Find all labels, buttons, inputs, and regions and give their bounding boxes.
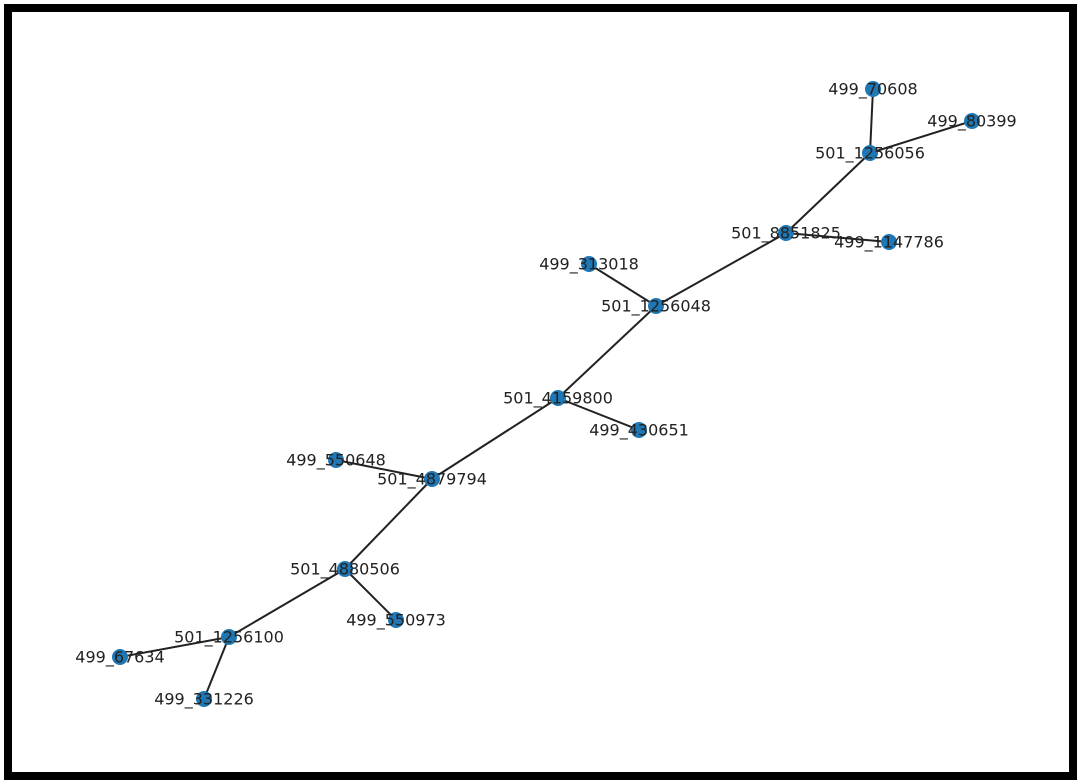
edge-501_8851825-499_1147786 (785, 232, 890, 243)
edge-501_4879794-501_4880506 (344, 478, 433, 570)
node-label-499_313018: 499_313018 (539, 255, 639, 275)
node-501_8851825 (778, 225, 794, 241)
node-501_1256056 (862, 145, 878, 161)
node-499_1147786 (881, 234, 897, 250)
node-499_430651 (631, 422, 647, 438)
node-501_4159800 (550, 390, 566, 406)
node-499_331226 (196, 691, 212, 707)
node-499_550973 (388, 612, 404, 628)
edge-501_8851825-501_1256048 (655, 232, 787, 307)
node-499_550648 (328, 452, 344, 468)
edge-501_1256100-499_331226 (203, 636, 230, 700)
edge-501_4880506-501_1256100 (228, 568, 346, 638)
node-label-499_430651: 499_430651 (589, 421, 689, 441)
node-label-499_550973: 499_550973 (346, 611, 446, 631)
edge-499_80399-501_1256056 (869, 120, 973, 154)
node-label-501_1256100: 501_1256100 (174, 628, 284, 648)
node-501_1256048 (648, 298, 664, 314)
node-499_313018 (581, 256, 597, 272)
node-label-499_1147786: 499_1147786 (834, 233, 944, 253)
node-501_4879794 (424, 471, 440, 487)
edge-501_1256056-501_8851825 (785, 152, 871, 234)
edge-499_550648-501_4879794 (335, 459, 433, 480)
edge-501_4880506-499_550973 (344, 568, 397, 621)
node-label-501_4159800: 501_4159800 (503, 389, 613, 409)
edge-501_1256048-501_4159800 (557, 305, 657, 399)
node-499_80399 (964, 113, 980, 129)
node-501_4880506 (337, 561, 353, 577)
edge-499_70608-501_1256056 (869, 88, 874, 154)
node-label-501_1256048: 501_1256048 (601, 297, 711, 317)
edge-501_4159800-501_4879794 (431, 397, 559, 480)
node-label-499_70608: 499_70608 (828, 80, 917, 100)
node-499_70608 (865, 81, 881, 97)
node-label-501_8851825: 501_8851825 (731, 224, 841, 244)
node-label-499_331226: 499_331226 (154, 690, 254, 710)
node-499_67634 (112, 649, 128, 665)
node-label-499_550648: 499_550648 (286, 451, 386, 471)
edges-layer (119, 88, 973, 700)
edge-499_313018-501_1256048 (588, 263, 657, 307)
node-label-501_4879794: 501_4879794 (377, 470, 487, 490)
nodes-layer (112, 81, 980, 707)
edge-501_1256100-499_67634 (119, 636, 230, 658)
figure-frame (4, 4, 1077, 780)
edge-501_4159800-499_430651 (557, 397, 640, 431)
node-label-499_67634: 499_67634 (75, 648, 164, 668)
node-label-501_4880506: 501_4880506 (290, 560, 400, 580)
node-label-501_1256056: 501_1256056 (815, 144, 925, 164)
node-label-499_80399: 499_80399 (927, 112, 1016, 132)
node-501_1256100 (221, 629, 237, 645)
